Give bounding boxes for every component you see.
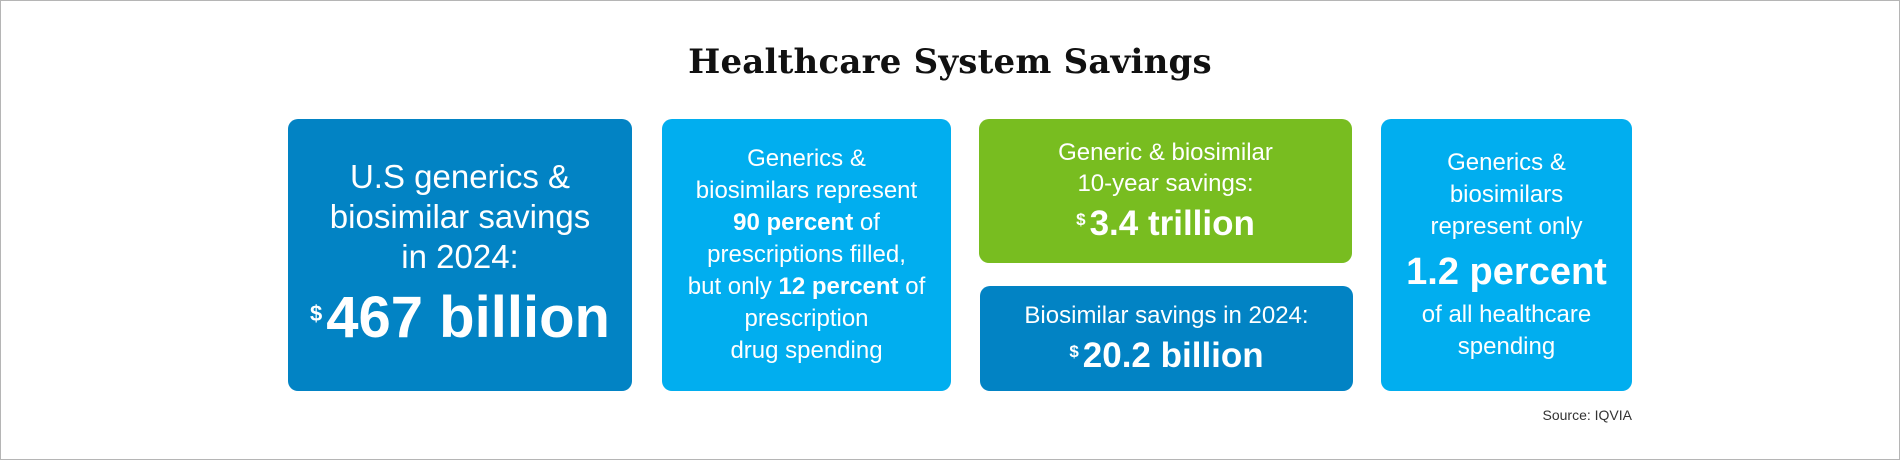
ten-year-amount: $3.4 trillion — [1076, 199, 1255, 245]
currency-symbol: $ — [1076, 210, 1085, 229]
prescription-share-card: Generics & biosimilars represent 90 perc… — [662, 119, 951, 391]
share-line: but only 12 percent of — [688, 271, 925, 303]
currency-symbol: $ — [310, 301, 322, 326]
biosimilar-savings-card: Biosimilar savings in 2024: $20.2 billio… — [980, 286, 1353, 391]
us-savings-label-line: U.S generics & — [350, 157, 570, 197]
currency-symbol: $ — [1069, 342, 1078, 361]
share-bold-12: 12 percent — [778, 273, 898, 300]
ten-year-value: 3.4 trillion — [1090, 204, 1255, 243]
us-savings-label-line: biosimilar savings — [330, 197, 590, 237]
spending-label-line: represent only — [1430, 211, 1582, 243]
share-text: of — [853, 209, 880, 236]
share-line: prescription — [744, 303, 868, 335]
share-line: drug spending — [730, 335, 882, 367]
us-savings-amount: $467 billion — [310, 279, 610, 353]
ten-year-savings-card: Generic & biosimilar 10-year savings: $3… — [979, 119, 1352, 263]
share-bold-90: 90 percent — [733, 209, 853, 236]
page-title: Healthcare System Savings — [0, 42, 1900, 82]
spending-share-card: Generics & biosimilars represent only 1.… — [1381, 119, 1632, 391]
us-savings-value: 467 billion — [326, 285, 610, 350]
ten-year-label-line: 10-year savings: — [1077, 168, 1253, 199]
share-line: Generics & — [747, 143, 866, 175]
spending-share-value: 1.2 percent — [1406, 247, 1607, 297]
us-savings-label-line: in 2024: — [401, 237, 518, 277]
share-line: prescriptions filled, — [707, 239, 906, 271]
share-line: biosimilars represent — [696, 175, 917, 207]
share-text: of — [899, 273, 926, 300]
ten-year-label-line: Generic & biosimilar — [1058, 137, 1273, 168]
share-line: 90 percent of — [733, 207, 880, 239]
spending-label-line: spending — [1458, 331, 1555, 363]
spending-label-line: Generics & — [1447, 147, 1566, 179]
share-text: but only — [688, 273, 779, 300]
biosimilar-amount: $20.2 billion — [1069, 331, 1263, 377]
us-savings-card: U.S generics & biosimilar savings in 202… — [288, 119, 632, 391]
spending-label-line: biosimilars — [1450, 179, 1563, 211]
spending-label-line: of all healthcare — [1422, 299, 1591, 331]
biosimilar-value: 20.2 billion — [1083, 336, 1264, 375]
source-note: Source: IQVIA — [1543, 407, 1632, 423]
biosimilar-label: Biosimilar savings in 2024: — [1024, 300, 1308, 331]
